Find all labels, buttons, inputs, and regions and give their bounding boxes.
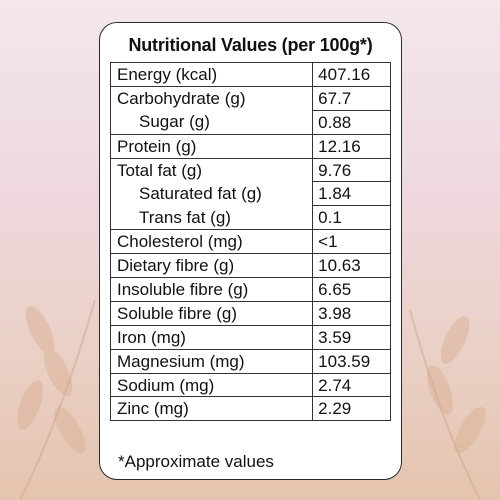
row-value: 0.1 <box>312 205 391 231</box>
nutrition-table: Energy (kcal) 407.16 Carbohydrate (g) 67… <box>109 62 391 422</box>
nutrition-table-wrapper: Energy (kcal) 407.16 Carbohydrate (g) 67… <box>109 62 391 422</box>
row-label: Saturated fat (g) <box>109 181 314 206</box>
row-label: Carbohydrate (g) <box>109 85 314 111</box>
table-row: Cholesterol (mg) <1 <box>109 229 391 255</box>
row-label: Iron (mg) <box>109 324 314 350</box>
table-row: Trans fat (g) 0.1 <box>109 205 391 231</box>
row-label: Sodium (mg) <box>109 372 314 398</box>
row-value: 2.29 <box>312 396 391 422</box>
row-label: Trans fat (g) <box>109 205 314 231</box>
row-value: 12.16 <box>312 133 391 159</box>
nutrition-title: Nutritional Values (per 100g*) <box>128 35 373 55</box>
row-value: 407.16 <box>312 62 391 87</box>
footnote: *Approximate values <box>118 452 274 471</box>
row-value: 10.63 <box>312 253 391 279</box>
row-value: 9.76 <box>312 157 391 183</box>
nutrition-panel: Nutritional Values (per 100g*) Energy (k… <box>99 22 402 480</box>
row-label: Sugar (g) <box>109 110 314 135</box>
row-value: 3.98 <box>312 300 391 326</box>
table-row: Insoluble fibre (g) 6.65 <box>109 277 391 302</box>
row-value: 0.88 <box>312 109 391 135</box>
row-label: Protein (g) <box>109 133 314 159</box>
row-label: Cholesterol (mg) <box>109 229 314 255</box>
table-row: Sugar (g) 0.88 <box>109 109 391 135</box>
table-row: Energy (kcal) 407.16 <box>109 62 391 87</box>
row-value: 3.59 <box>312 324 391 350</box>
row-label: Total fat (g) <box>109 157 314 182</box>
table-row: Magnesium (mg) 103.59 <box>109 348 391 374</box>
table-row: Saturated fat (g) 1.84 <box>109 181 391 207</box>
table-row: Total fat (g) 9.76 <box>109 157 391 183</box>
table-row: Carbohydrate (g) 67.7 <box>109 85 391 111</box>
table-row: Iron (mg) 3.59 <box>109 324 391 350</box>
table-row: Soluble fibre (g) 3.98 <box>109 300 391 326</box>
table-row: Protein (g) 12.16 <box>109 133 391 159</box>
row-value: 67.7 <box>312 85 391 111</box>
table-row: Sodium (mg) 2.74 <box>109 372 391 398</box>
row-label: Insoluble fibre (g) <box>109 277 314 302</box>
row-value: 103.59 <box>312 348 391 374</box>
row-value: 6.65 <box>312 277 391 302</box>
row-value: <1 <box>312 229 391 255</box>
row-value: 1.84 <box>312 181 391 207</box>
row-label: Magnesium (mg) <box>109 348 314 374</box>
row-value: 2.74 <box>312 372 391 398</box>
row-label: Dietary fibre (g) <box>109 253 314 279</box>
table-row: Zinc (mg) 2.29 <box>109 396 391 422</box>
row-label: Soluble fibre (g) <box>109 300 314 326</box>
table-row: Dietary fibre (g) 10.63 <box>109 253 391 279</box>
row-label: Zinc (mg) <box>109 396 314 422</box>
row-label: Energy (kcal) <box>109 62 314 87</box>
